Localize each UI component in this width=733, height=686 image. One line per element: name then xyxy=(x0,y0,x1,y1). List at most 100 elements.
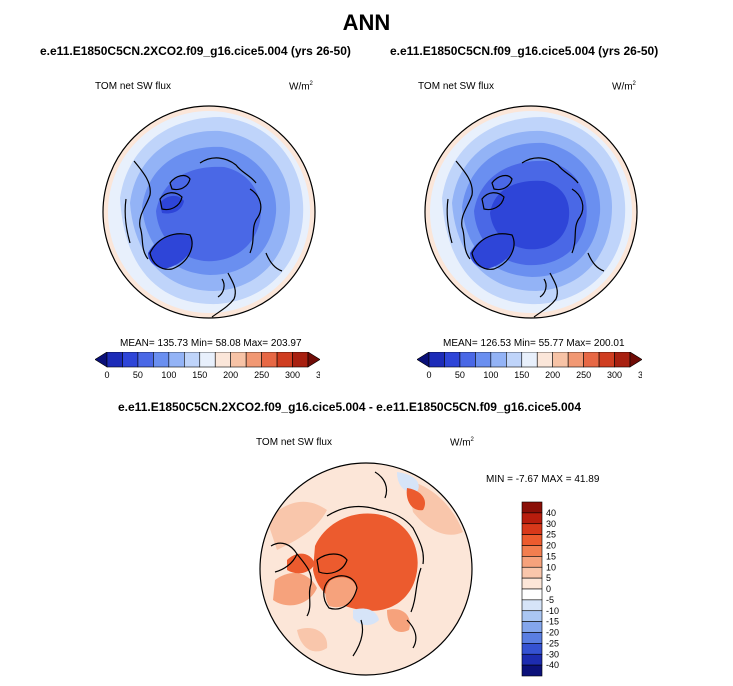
colorbar-swatch xyxy=(261,352,278,368)
colorbar-swatch xyxy=(567,352,584,368)
colorbar-swatch xyxy=(122,352,139,368)
colorbar-tick-label: 20 xyxy=(546,541,556,551)
panel-1-map-boundary xyxy=(102,105,316,319)
colorbar-tick-label: 100 xyxy=(161,370,176,380)
colorbar-swatch xyxy=(106,352,123,368)
colorbar-tick-label: -40 xyxy=(546,660,559,670)
colorbar-swatch xyxy=(307,352,320,368)
colorbar-tick-label: 15 xyxy=(546,551,556,561)
colorbar-tick-label: 0 xyxy=(426,370,431,380)
colorbar-tick-label: 50 xyxy=(455,370,465,380)
colorbar-swatch xyxy=(214,352,231,368)
colorbar-tick-label: 300 xyxy=(285,370,300,380)
diff-panel-title: e.e11.E1850C5CN.2XCO2.f09_g16.cice5.004 … xyxy=(118,400,581,414)
colorbar-tick-label: 0 xyxy=(546,584,551,594)
diff-field-cool-patch xyxy=(353,608,379,626)
colorbar-tick-label: -5 xyxy=(546,595,554,605)
panel-1-stats: MEAN= 135.73 Min= 58.08 Max= 203.97 xyxy=(120,338,302,349)
colorbar-tick-label: -10 xyxy=(546,606,559,616)
colorbar-swatch xyxy=(521,577,543,590)
colorbar-swatch xyxy=(475,352,492,368)
panel-2-unit-label: W/m2 xyxy=(612,81,636,93)
colorbar-swatch xyxy=(276,352,293,368)
colorbar-swatch xyxy=(521,352,538,368)
colorbar-swatch xyxy=(521,523,543,535)
colorbar-swatch xyxy=(230,352,247,368)
colorbar-swatch xyxy=(459,352,476,368)
panel-1-title: e.e11.E1850C5CN.2XCO2.f09_g16.cice5.004 … xyxy=(40,44,351,58)
colorbar-tick-label: -20 xyxy=(546,628,559,638)
colorbar-swatch xyxy=(521,664,543,677)
panel-1-variable-label: TOM net SW flux xyxy=(95,81,171,92)
panel-2-polar-map xyxy=(424,105,638,319)
colorbar-swatch xyxy=(168,352,185,368)
colorbar-tick-label: 150 xyxy=(514,370,529,380)
diff-field-patch-b xyxy=(407,480,463,535)
colorbar-swatch xyxy=(552,352,569,368)
colorbar-tick-label: 5 xyxy=(546,573,551,583)
colorbar-swatch xyxy=(521,653,543,666)
panel-2-colorbar: 0 50 100 150 200 250 300 350 xyxy=(417,352,642,380)
colorbar-swatch xyxy=(292,352,309,368)
diff-panel-stats: MIN = -7.67 MAX = 41.89 xyxy=(486,474,600,485)
colorbar-swatch xyxy=(629,352,642,368)
panel-2-map-boundary xyxy=(424,105,638,319)
panel-1-colorbar: 0 50 100 150 200 250 300 350 xyxy=(95,352,320,380)
diff-field-patch-a xyxy=(267,501,327,550)
colorbar-tick-label: 50 xyxy=(133,370,143,380)
colorbar-swatch xyxy=(521,556,543,568)
colorbar-swatch xyxy=(614,352,631,368)
colorbar-swatch xyxy=(137,352,154,368)
colorbar-swatch xyxy=(521,501,543,514)
colorbar-tick-label: 150 xyxy=(192,370,207,380)
diff-panel-map-boundary xyxy=(259,462,473,676)
colorbar-swatch xyxy=(521,643,543,655)
colorbar-swatch xyxy=(521,534,543,546)
diff-field-patch-c xyxy=(273,573,317,606)
colorbar-swatch xyxy=(521,545,543,557)
panel-2-title: e.e11.E1850C5CN.f09_g16.cice5.004 (yrs 2… xyxy=(390,44,659,58)
diff-field-cool-top xyxy=(397,472,419,493)
diff-panel-variable-label: TOM net SW flux xyxy=(256,437,332,448)
colorbar-tick-label: 300 xyxy=(607,370,622,380)
colorbar-tick-label: -30 xyxy=(546,649,559,659)
colorbar-tick-label: -25 xyxy=(546,638,559,648)
main-title: ANN xyxy=(342,10,391,35)
colorbar-swatch xyxy=(417,352,430,368)
colorbar-swatch xyxy=(521,610,543,622)
colorbar-tick-label: -15 xyxy=(546,617,559,627)
colorbar-swatch xyxy=(536,352,553,368)
colorbar-swatch xyxy=(521,599,543,612)
panel-1-unit-label: W/m2 xyxy=(289,81,313,93)
colorbar-swatch xyxy=(95,352,108,368)
diff-field-patch-d xyxy=(387,609,410,632)
colorbar-tick-label: 250 xyxy=(254,370,269,380)
diff-field-patch-e xyxy=(297,628,328,652)
colorbar-swatch xyxy=(245,352,262,368)
colorbar-swatch xyxy=(490,352,507,368)
colorbar-tick-label: 100 xyxy=(483,370,498,380)
diff-panel-coastlines xyxy=(270,471,424,657)
colorbar-swatch xyxy=(444,352,461,368)
colorbar-swatch xyxy=(199,352,216,368)
panel-2-variable-label: TOM net SW flux xyxy=(418,81,494,92)
colorbar-tick-label: 200 xyxy=(545,370,560,380)
colorbar-swatch xyxy=(521,632,543,644)
colorbar-tick-label: 200 xyxy=(223,370,238,380)
colorbar-tick-label: 350 xyxy=(638,370,642,380)
diff-panel-unit-label: W/m2 xyxy=(450,437,474,449)
colorbar-swatch xyxy=(506,352,523,368)
diff-panel-polar-map xyxy=(259,462,473,676)
colorbar-tick-label: 40 xyxy=(546,508,556,518)
colorbar-swatch xyxy=(521,621,543,633)
panel-2-coastlines xyxy=(446,157,605,318)
colorbar-swatch xyxy=(583,352,600,368)
panel-1-field-greenland xyxy=(148,234,193,269)
colorbar-tick-label: 25 xyxy=(546,530,556,540)
diff-field-hot-top xyxy=(406,488,426,511)
colorbar-swatch xyxy=(153,352,170,368)
colorbar-swatch xyxy=(521,512,543,525)
panel-2-stats: MEAN= 126.53 Min= 55.77 Max= 200.01 xyxy=(443,338,625,349)
colorbar-tick-label: 250 xyxy=(576,370,591,380)
